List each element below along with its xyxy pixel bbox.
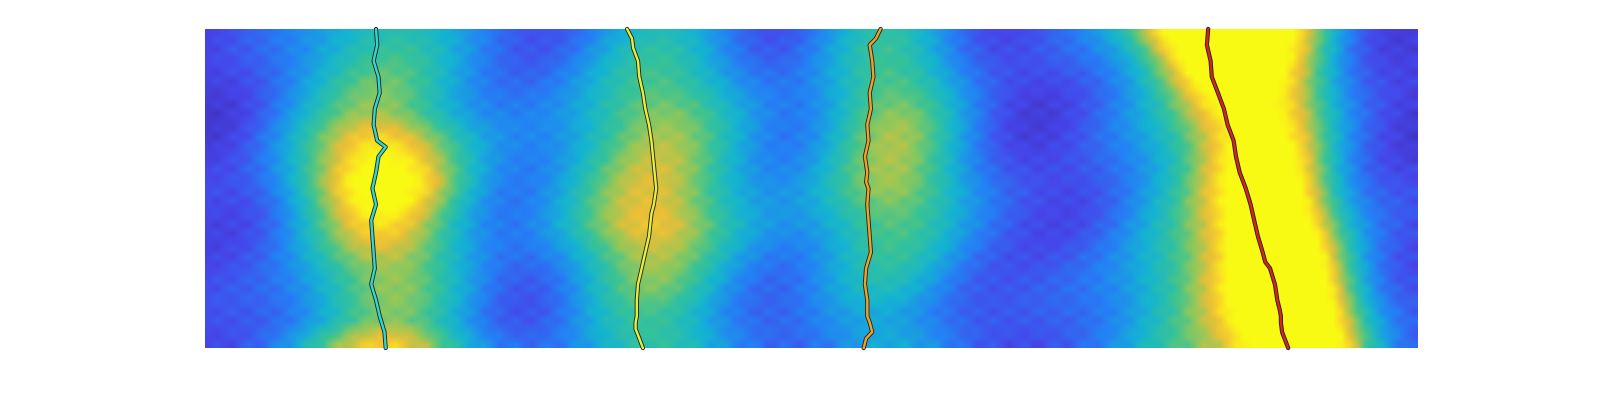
trace-line-1 (370, 27, 387, 350)
heatmap-image (205, 29, 1418, 348)
trace-line-2 (625, 27, 658, 350)
trace-line-3 (862, 27, 882, 350)
ridge-traces (369, 26, 1291, 351)
trace-line-4 (1205, 27, 1290, 350)
